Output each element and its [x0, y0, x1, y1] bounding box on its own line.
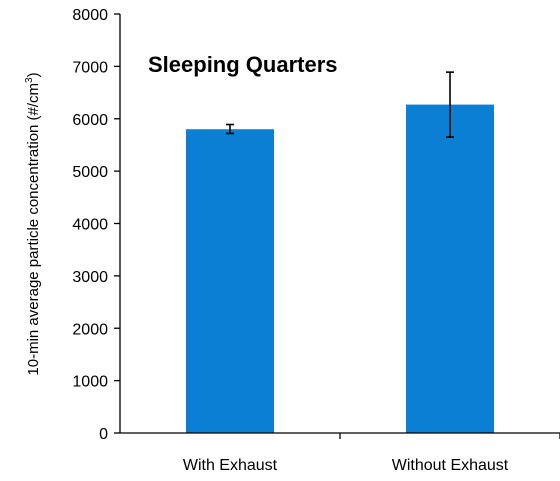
y-tick-label: 1000 — [72, 374, 108, 391]
bar — [406, 104, 494, 433]
y-tick-label: 2000 — [72, 321, 108, 338]
x-category-label: Without Exhaust — [392, 457, 509, 474]
chart-title: Sleeping Quarters — [148, 52, 338, 77]
y-tick-label: 7000 — [72, 59, 108, 76]
y-tick-label: 0 — [99, 426, 108, 443]
y-axis-label: 10-min average particle concentration (#… — [24, 72, 42, 375]
y-tick-label: 8000 — [72, 7, 108, 24]
bars-layer — [186, 104, 494, 433]
bar — [186, 129, 274, 433]
y-axis-label-main: 10-min average particle concentration (#… — [25, 83, 42, 376]
x-category-label: With Exhaust — [183, 457, 278, 474]
y-tick-label: 6000 — [72, 112, 108, 129]
y-tick-label: 5000 — [72, 164, 108, 181]
y-tick-label: 4000 — [72, 217, 108, 234]
y-ticks: 0 1000 2000 3000 4000 5000 6000 7000 8000 — [72, 7, 120, 443]
error-bars-layer — [226, 71, 454, 138]
y-axis-label-end: ) — [25, 72, 42, 77]
y-tick-label: 3000 — [72, 269, 108, 286]
x-ticks: With Exhaust Without Exhaust — [183, 433, 560, 474]
y-axis-label-superscript: 3 — [24, 77, 35, 83]
